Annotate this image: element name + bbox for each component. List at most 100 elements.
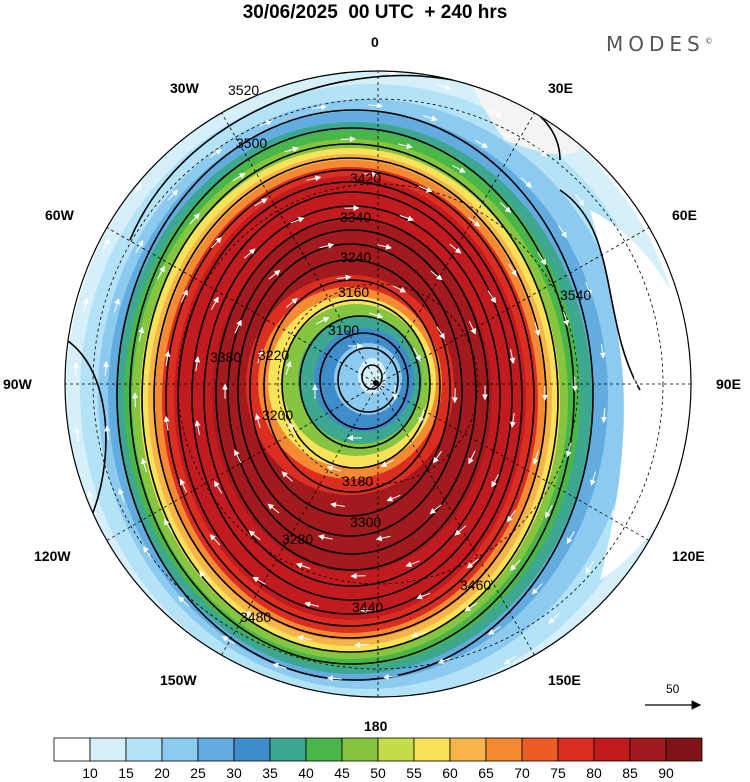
colorbar-label: 45 — [334, 765, 350, 781]
contour-label: 3440 — [352, 599, 383, 615]
wind-arrow — [585, 281, 592, 296]
wind-arrow — [254, 198, 268, 207]
wind-arrow — [464, 602, 478, 612]
wind-arrow — [468, 216, 481, 227]
wind-arrow — [184, 648, 197, 658]
lon-label-30e: 30E — [548, 80, 573, 96]
wind-arrow — [297, 635, 312, 641]
wind-arrow — [232, 681, 247, 689]
weak-wind-region — [590, 210, 691, 580]
contour-label: 3300 — [350, 514, 381, 530]
wind-arrow — [612, 502, 619, 517]
wind-arrow — [194, 356, 201, 371]
wind-arrow — [257, 348, 264, 364]
lon-label-150w: 150W — [160, 672, 197, 688]
wind-arrow — [252, 576, 266, 585]
wind-arrow — [289, 422, 297, 436]
wind-arrow — [520, 177, 532, 188]
wind-arrow — [211, 236, 222, 249]
wind-arrow — [189, 213, 200, 225]
colorbar-swatch — [197, 737, 235, 762]
colorbar-swatch — [521, 737, 559, 762]
colorbar-swatch — [125, 737, 163, 762]
wind-arrow — [499, 202, 512, 213]
contour-label: 3160 — [338, 284, 369, 300]
wind-arrow — [287, 705, 301, 708]
wind-arrow — [437, 657, 452, 664]
colorbar-swatch — [413, 737, 451, 762]
wind-arrow — [368, 312, 384, 319]
wind-arrow — [436, 83, 452, 91]
colorbar-label: 25 — [190, 765, 206, 781]
colorbar-label: 80 — [586, 765, 602, 781]
colorbar-label: 20 — [154, 765, 170, 781]
wind-arrow — [599, 343, 606, 359]
contour-label: 3520 — [228, 82, 259, 98]
wind-arrow — [118, 488, 125, 503]
wind-arrow — [590, 471, 597, 486]
pole-marker — [373, 380, 379, 386]
wind-arrow — [180, 289, 188, 303]
wind-arrow — [360, 607, 376, 614]
colorbar-label: 35 — [262, 765, 278, 781]
colorbar-label: 90 — [658, 765, 674, 781]
wind-arrow — [382, 673, 398, 680]
wind-arrow — [487, 290, 496, 304]
contour-label: 3380 — [210, 349, 241, 365]
wind-arrow — [295, 562, 311, 569]
colorbar-label: 55 — [406, 765, 422, 781]
contour-label: 3500 — [236, 135, 267, 151]
wind-arrow — [138, 326, 145, 342]
contour-label-group: 3520 3500 3480 3460 3440 3420 3340 3240 … — [210, 82, 591, 625]
wind-arrow — [179, 478, 187, 493]
wind-arrow — [315, 317, 330, 325]
wind-arrow — [605, 249, 613, 263]
wind-arrow — [488, 626, 501, 635]
wind-arrow — [135, 239, 144, 254]
wind-arrow — [418, 185, 433, 193]
wind-arrow — [248, 530, 261, 541]
wind-arrow — [468, 450, 476, 465]
wind-arrow — [326, 675, 342, 682]
wind-arrow — [532, 450, 539, 465]
wind-arrow — [214, 480, 223, 494]
colorbar — [53, 737, 703, 762]
wind-arrow — [312, 104, 328, 111]
wind-arrow — [72, 361, 79, 377]
colorbar-label: 15 — [118, 765, 134, 781]
wind-arrow — [143, 603, 154, 615]
wind-arrow — [244, 611, 258, 619]
colorbar-label: 10 — [82, 765, 98, 781]
brand-name: MODES — [606, 32, 705, 56]
wind-arrow — [399, 707, 413, 710]
wind-arrow — [284, 146, 299, 153]
colorbar-swatch — [161, 737, 199, 762]
wind-arrow — [381, 71, 397, 76]
wind-arrow — [466, 558, 479, 569]
contour-label: 3280 — [282, 531, 313, 547]
wind-arrow — [330, 502, 345, 508]
brand-logo: MODES© — [606, 32, 713, 56]
wind-arrow — [258, 120, 273, 127]
wind-arrow — [324, 71, 340, 74]
wind-arrow — [392, 285, 407, 293]
wind-arrow — [362, 171, 378, 178]
page-title: 30/06/2025 00 UTC + 240 hrs — [242, 2, 508, 23]
wind-arrow — [452, 165, 466, 173]
contour-label: 3100 — [328, 322, 359, 338]
wind-arrow — [398, 143, 413, 149]
colorbar-label: 60 — [442, 765, 458, 781]
colorbar-swatch — [593, 737, 631, 762]
wind-arrow — [304, 601, 319, 608]
colorbar-swatch — [665, 737, 703, 762]
wind-arrow — [436, 326, 445, 340]
wind-arrow — [449, 243, 462, 254]
wind-arrow — [319, 242, 335, 249]
colorbar-swatch — [53, 737, 91, 762]
wind-arrow — [535, 146, 548, 157]
wind-arrow — [504, 655, 517, 665]
colorbar-label: 50 — [370, 765, 386, 781]
wind-arrow — [326, 465, 342, 472]
contour-label: 3220 — [258, 347, 289, 363]
